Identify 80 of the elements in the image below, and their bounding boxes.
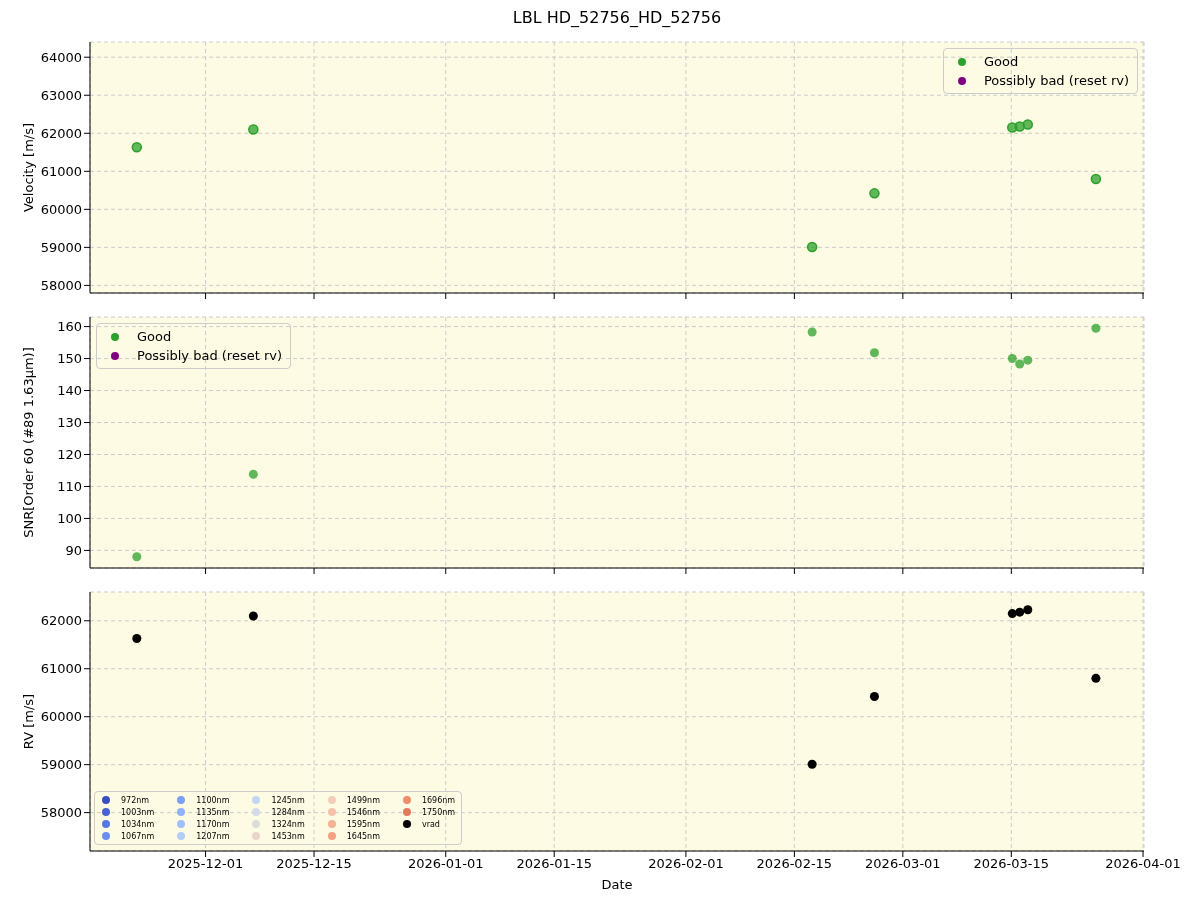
y-tick-label: 160 [57,319,82,335]
y-tick-label: 90 [65,543,82,559]
point [807,327,817,337]
point [869,348,879,358]
point [806,241,818,253]
point [1023,605,1033,615]
point [1023,355,1033,365]
legend-label: 972nm [121,795,150,805]
x-tick-label: 2026-03-01 [865,856,941,872]
y-tick-label: 120 [57,447,82,463]
point [1007,609,1017,619]
point [1091,323,1101,333]
legend-label: vrad [421,819,440,829]
y-tick-label: 100 [57,511,82,527]
y-tick-label: 110 [57,479,82,495]
y-tick-label: 61000 [40,163,82,179]
legend-label: Good [137,329,172,344]
legend-label: 1595nm [346,819,380,829]
x-tick-label: 2026-03-15 [973,856,1050,872]
y-tick-label: 59000 [40,239,82,255]
x-tick-label: 2026-04-01 [1105,856,1181,872]
y-tick-label: 58000 [40,278,82,294]
legend-label: Possibly bad (reset rv) [137,348,283,363]
point [132,552,142,562]
point [807,759,817,769]
y-tick-label: 64000 [40,49,82,65]
point [1014,121,1025,132]
legend-label: Possibly bad (reset rv) [983,73,1129,88]
x-tick-label: 2025-12-15 [276,856,352,872]
y-tick-label: 58000 [40,805,82,821]
x-tick-label: 2026-02-01 [648,856,724,872]
point [1015,607,1025,617]
point [1090,173,1102,185]
x-axis-title: Date [601,877,633,892]
point [248,611,258,621]
legend-label: 1207nm [196,831,230,841]
legend-label: 1750nm [421,807,456,817]
y-tick-label: 140 [57,383,82,399]
point [1022,119,1034,130]
y-tick-label: 62000 [40,613,82,629]
y-tick-label: 62000 [40,125,82,141]
y-tick-label: 130 [57,415,82,431]
x-tick-label: 2026-01-01 [407,856,484,872]
x-tick-label: 2025-12-01 [167,856,244,872]
point [1015,359,1025,369]
y-axis-title: RV [m/s] [20,693,36,750]
legend-label: 1245nm [271,795,305,805]
legend-label: 1499nm [346,795,380,805]
point [132,634,142,644]
point [869,188,880,199]
point [1091,673,1101,683]
point [248,469,258,479]
y-tick-label: 61000 [40,661,82,677]
y-tick-label: 60000 [40,201,82,217]
legend-label: Good [983,54,1019,69]
legend-label: 1696nm [421,795,456,805]
point [248,124,259,135]
point [869,692,879,702]
legend-label: 1546nm [346,807,380,817]
y-axis-title: SNR[Order 60 (#89 1.63μm)] [20,347,36,538]
y-tick-label: 63000 [40,87,82,103]
legend-label: 1284nm [271,807,305,817]
legend-label: 1453nm [271,831,305,841]
legend-label: 1324nm [271,819,305,829]
y-tick-label: 150 [57,351,82,367]
legend-label: 1067nm [121,831,155,841]
legend-label: 1034nm [121,819,155,829]
legend-label: 1170nm [196,819,230,829]
legend-label: 1645nm [346,831,380,841]
legend-label: 1100nm [196,795,230,805]
x-tick-label: 2026-02-15 [756,856,833,872]
y-tick-label: 60000 [40,709,82,725]
y-tick-label: 59000 [40,757,82,773]
x-tick-label: 2026-01-15 [516,856,592,872]
chart-title: LBL HD_52756_HD_52756 [511,8,723,29]
point [131,142,143,153]
legend-label: 1003nm [121,807,155,817]
y-axis-title: Velocity [m/s] [20,122,36,213]
legend-label: 1135nm [196,807,230,817]
point [1007,354,1017,364]
